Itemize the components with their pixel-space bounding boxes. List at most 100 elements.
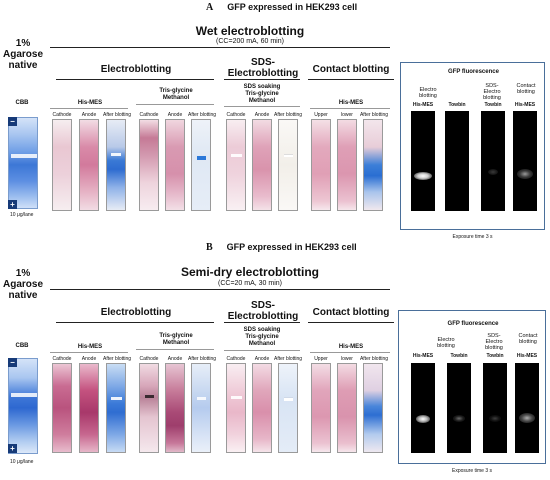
blot-strip	[52, 363, 72, 453]
blot-strip	[252, 363, 272, 453]
lane-cathode: Cathode	[52, 356, 72, 362]
blot-strip	[79, 119, 99, 211]
panel-a-fluo-box: GFP fluorescence Electro blotting SDS- E…	[400, 62, 545, 230]
lane-after: After blotting	[103, 356, 132, 362]
blot-band	[145, 395, 154, 398]
fluo-spot	[519, 413, 535, 423]
fluo-title: GFP fluorescence	[447, 321, 499, 327]
blot-strip	[165, 363, 185, 453]
panel-b-electro-rule	[56, 322, 214, 323]
blot-strip	[337, 119, 357, 211]
fluo-image	[445, 111, 469, 211]
fluo-image	[411, 111, 435, 211]
plus-electrode-icon: +	[8, 200, 17, 209]
blot-band	[111, 397, 122, 400]
blot-strip	[278, 363, 298, 453]
blot-strip	[79, 363, 99, 453]
cbb-band	[11, 393, 37, 397]
panel-b-method-rule	[50, 289, 390, 290]
fluo-image	[411, 363, 435, 453]
lane-anode: Anode	[81, 356, 97, 362]
minus-electrode-icon: −	[8, 358, 17, 367]
panel-b-electro-title: Electroblotting	[100, 307, 172, 318]
panel-b-contact-rule	[308, 322, 394, 323]
panel-b-his-rule	[50, 352, 128, 353]
panel-a-contact-title: Contact blotting	[312, 64, 390, 75]
panel-b-letter: B	[206, 242, 213, 253]
blot-strip	[226, 119, 246, 211]
fluo-title: GFP fluorescence	[448, 69, 499, 75]
blot-strip	[226, 363, 246, 453]
blot-strip	[106, 119, 126, 211]
panel-a-tris: Tris-glycine Methanol	[159, 88, 193, 101]
panel-a-his-rule	[50, 108, 128, 109]
blot-strip	[191, 363, 211, 453]
lane-anode: Anode	[167, 356, 183, 362]
lane-after: After blotting	[359, 112, 389, 118]
fluo-group-electro: Electro blotting	[419, 87, 437, 99]
lane-anode: Anode	[81, 112, 97, 118]
blot-band	[197, 156, 206, 160]
blot-band	[284, 397, 293, 401]
fluo-spot	[488, 169, 498, 175]
panel-b-sds-soak-rule	[224, 350, 300, 351]
fluo-spot	[453, 415, 465, 422]
panel-b-method-title: Semi-dry electroblotting	[180, 265, 320, 279]
cbb-band	[11, 154, 37, 158]
panel-a-sds-title: SDS- Electroblotting	[227, 57, 299, 79]
lane-anode: Anode	[254, 356, 270, 362]
fluo-lane-label: His-MES	[412, 102, 434, 108]
panel-a-cbb-gel	[8, 117, 38, 209]
panel-b-tris-rule	[136, 349, 214, 350]
panel-a-sds-soak-rule	[224, 106, 300, 107]
panel-a-electro-title: Electroblotting	[100, 64, 172, 75]
blot-strip	[165, 119, 185, 211]
panel-a-method-rule	[50, 47, 390, 48]
panel-a-sds-rule	[224, 79, 300, 80]
panel-b-condition: (CC=20 mA, 30 min)	[218, 280, 282, 287]
panel-b-cbb-label: CBB	[15, 343, 29, 349]
panel-b-his-mes: His-MES	[77, 344, 103, 350]
blot-strip	[311, 119, 331, 211]
panel-a-exposure: Exposure time 3 s	[452, 234, 493, 240]
blot-strip	[106, 363, 126, 453]
panel-a-his-mes: His-MES	[77, 100, 103, 106]
fluo-lane-label: His-MES	[516, 353, 538, 359]
panel-a-cbb-label: CBB	[15, 100, 29, 106]
lane-after: After blotting	[274, 356, 303, 362]
panel-a-sds-soak: SDS soaking Tris-glycine Methanol	[243, 84, 281, 104]
fluo-group-contact: Contact blotting	[516, 83, 536, 95]
panel-b-sds-soak: SDS soaking Tris-glycine Methanol	[243, 327, 281, 347]
fluo-image	[513, 111, 537, 211]
lane-lower: lower	[341, 112, 353, 118]
panel-a-contact-his: His-MES	[338, 100, 364, 106]
blot-band	[231, 396, 242, 399]
fluo-lane-label: Towbin	[486, 353, 504, 359]
panel-b-contact-title: Contact blotting	[312, 307, 390, 318]
fluo-lane-label: Towbin	[450, 353, 468, 359]
lane-upper: Upper	[314, 356, 328, 362]
panel-a-title: A GFP expressed in HEK293 cell	[206, 2, 358, 13]
lane-upper: Upper	[314, 112, 328, 118]
panel-b-sds-title: SDS- Electroblotting	[227, 300, 299, 322]
lane-cathode: Cathode	[226, 356, 246, 362]
fluo-image	[483, 363, 507, 453]
fluo-image	[481, 111, 505, 211]
panel-b-sds-rule	[224, 322, 300, 323]
lane-after: After blotting	[274, 112, 303, 118]
blot-strip	[363, 119, 383, 211]
panel-a-electro-rule	[56, 79, 214, 80]
lane-cathode: Cathode	[52, 112, 72, 118]
fluo-spot	[414, 172, 432, 180]
blot-band	[197, 397, 206, 400]
lane-after: After blotting	[103, 112, 132, 118]
fluo-group-contact: Contact blotting	[518, 333, 538, 345]
panel-a: A GFP expressed in HEK293 cell Wet electr…	[3, 2, 545, 240]
fluo-spot	[416, 415, 430, 423]
fluo-group-electro: Electro blotting	[437, 337, 455, 349]
fluo-lane-label: Towbin	[484, 102, 502, 108]
lane-cathode: Cathode	[139, 356, 159, 362]
blot-strip	[139, 119, 159, 211]
panel-b-native-title: 1% Agarose native	[2, 268, 43, 301]
lane-lower: lower	[341, 356, 353, 362]
